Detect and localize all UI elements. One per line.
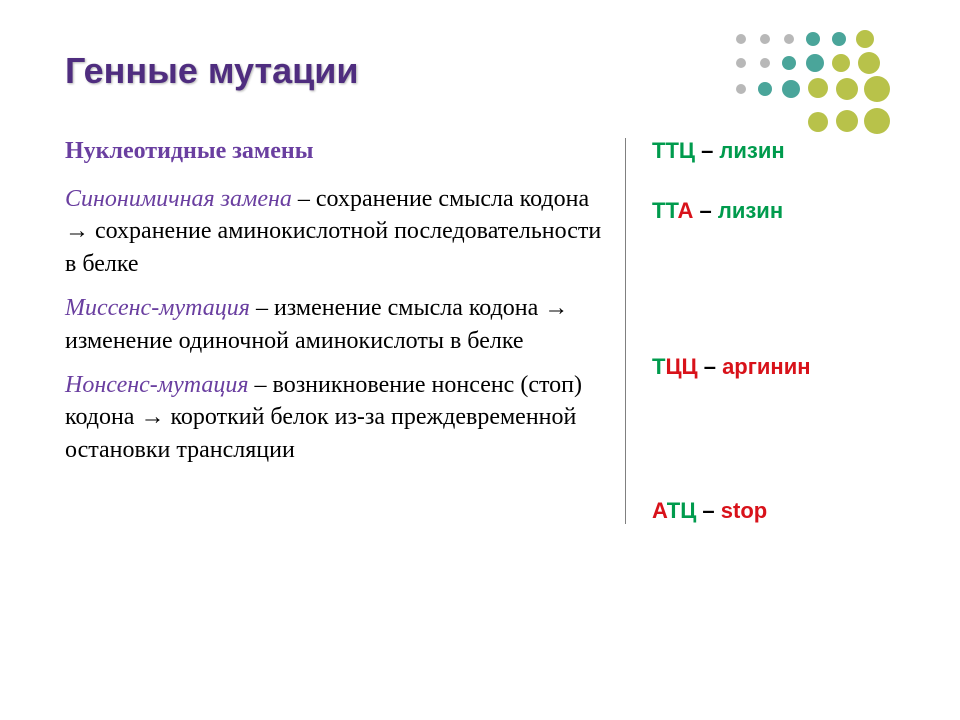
codon-mutation: ЦЦ (665, 354, 697, 379)
codon-seq-part: ТТ (652, 198, 678, 223)
codon-mutation: А (652, 498, 667, 523)
sep: – (695, 138, 719, 163)
lead-term: Синонимичная замена (65, 186, 292, 212)
codon-seq-part: ТЦ (667, 498, 697, 523)
paragraph-synonymous: Синонимичная замена – сохранение смысла … (65, 183, 605, 280)
right-column: ТТЦ – лизин ТТА – лизин ТЦЦ – аргинин АТ… (625, 138, 885, 524)
sep: – (693, 198, 717, 223)
codon-seq: ТТЦ (652, 138, 695, 163)
amino-acid: лизин (718, 198, 783, 223)
codon-mutation: А (678, 198, 694, 223)
paragraph-nonsense: Нонсенс-мутация – возникновение нонсенс … (65, 369, 605, 466)
codon-example-missense: ТЦЦ – аргинин (652, 354, 885, 380)
subheading: Нуклеотидные замены (65, 138, 605, 165)
amino-acid: аргинин (722, 354, 810, 379)
codon-example-nonsense: АТЦ – stop (652, 498, 885, 524)
codon-example-synonymous: ТТА – лизин (652, 198, 885, 224)
slide: Генные мутации Нуклеотидные замены Синон… (0, 0, 960, 720)
lead-term: Миссенс-мутация (65, 295, 250, 321)
paragraph-missense: Миссенс-мутация – изменение смысла кодон… (65, 292, 605, 357)
amino-acid: stop (721, 498, 767, 523)
lead-term: Нонсенс-мутация (65, 372, 249, 398)
decoration-dots (736, 34, 906, 144)
content-row: Нуклеотидные замены Синонимичная замена … (65, 138, 900, 524)
codon-seq-part: Т (652, 354, 665, 379)
sep: – (698, 354, 722, 379)
left-column: Нуклеотидные замены Синонимичная замена … (65, 138, 625, 524)
sep: – (696, 498, 720, 523)
